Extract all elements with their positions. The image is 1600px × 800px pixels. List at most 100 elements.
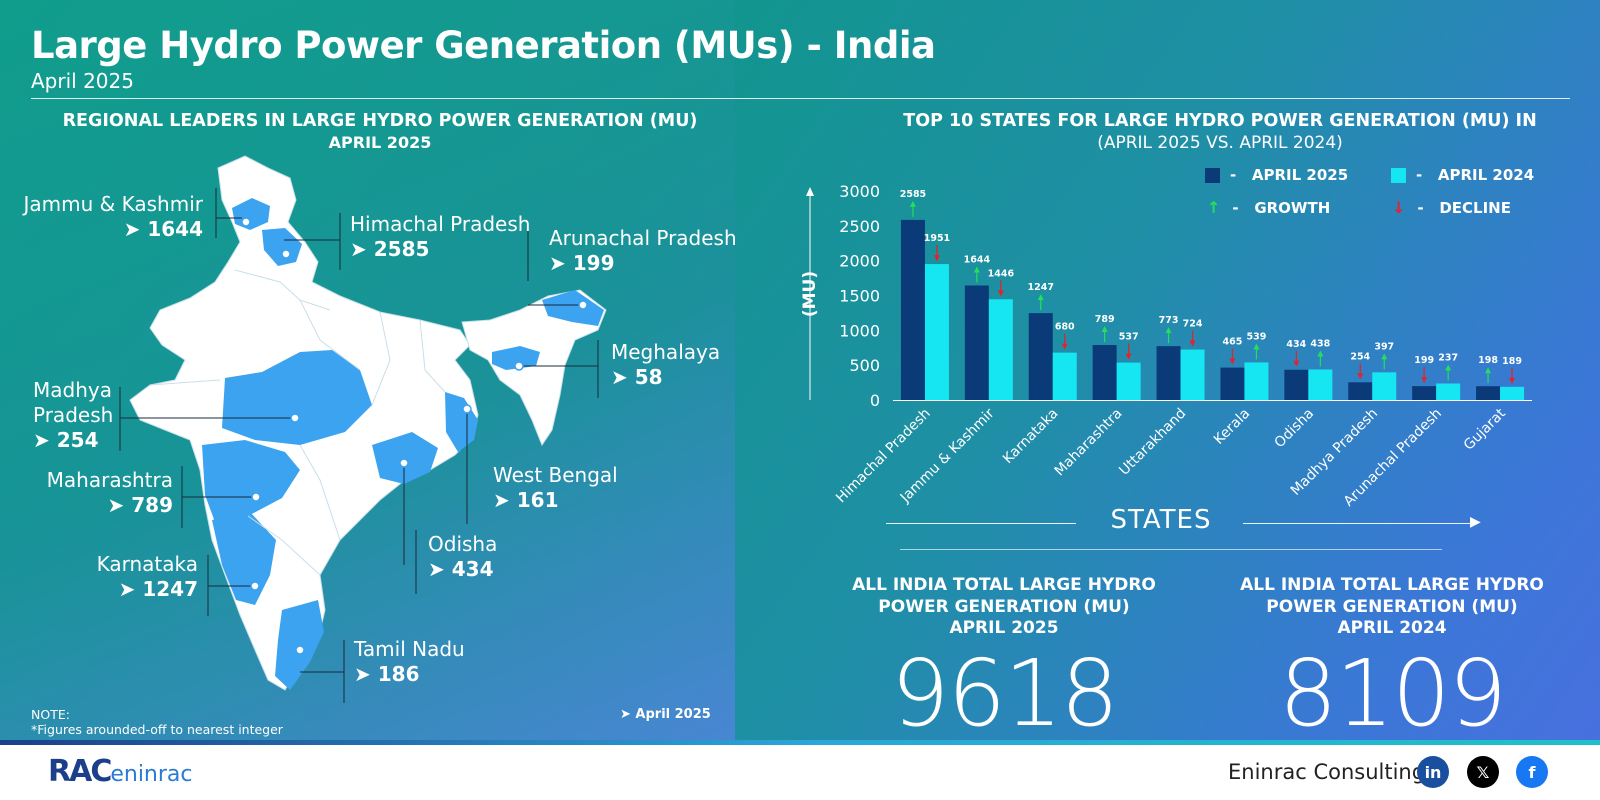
- states-line-left: [886, 523, 1076, 524]
- region-name: Karnataka: [96, 552, 198, 576]
- maharashtra-region: [202, 440, 300, 522]
- eninrac-logo: RACeninrac: [48, 754, 193, 789]
- bar-2025: [964, 285, 989, 400]
- bar-2024: [1052, 352, 1077, 400]
- legend-swatch-2024: [1391, 167, 1406, 183]
- legend-swatch-2025: [1205, 167, 1220, 183]
- region-value: ➤ 434: [428, 557, 494, 581]
- label-madhya-pradesh: Madhya Pradesh ➤ 254: [33, 378, 123, 453]
- data-label: 189: [1502, 356, 1522, 367]
- region-name: West Bengal: [493, 463, 618, 487]
- chart-panel-title: TOP 10 STATES FOR LARGE HYDRO POWER GENE…: [880, 110, 1560, 154]
- y-tick-label: 3000: [839, 182, 880, 201]
- facebook-icon[interactable]: f: [1516, 756, 1548, 788]
- linkedin-icon[interactable]: in: [1417, 756, 1449, 788]
- x-tick-label: Uttarakhand: [1116, 406, 1189, 479]
- chart-subtitle-line: (APRIL 2025 VS. APRIL 2024): [1097, 133, 1343, 153]
- arunachal-region: [542, 290, 604, 326]
- map-title-line: REGIONAL LEADERS IN LARGE HYDRO POWER GE…: [62, 111, 698, 131]
- growth-arrow-head: [973, 266, 980, 273]
- decline-arrow-head: [1509, 377, 1516, 384]
- data-label: 237: [1438, 352, 1458, 363]
- states-underline: [900, 549, 1442, 550]
- legend-april-2025: - APRIL 2025: [1205, 166, 1348, 184]
- data-label: 1951: [924, 233, 950, 244]
- data-label: 198: [1478, 355, 1498, 366]
- growth-arrow-head: [1253, 343, 1260, 350]
- data-label: 1446: [988, 268, 1015, 279]
- decline-arrow-head: [933, 255, 940, 262]
- footer: [0, 740, 1600, 800]
- data-label: 397: [1374, 341, 1394, 352]
- states-axis-label: STATES: [1110, 505, 1212, 535]
- total-2025-title: ALL INDIA TOTAL LARGE HYDRO POWER GENERA…: [852, 575, 1156, 638]
- legend-label-2025: APRIL 2025: [1251, 166, 1349, 184]
- y-tick-label: 2000: [839, 252, 880, 271]
- x-tick-label: Gujarat: [1461, 405, 1509, 453]
- bar-2025: [1092, 345, 1117, 400]
- region-name: Arunachal Pradesh: [549, 226, 737, 250]
- label-odisha: Odisha ➤ 434: [428, 532, 497, 582]
- label-tamil-nadu: Tamil Nadu ➤ 186: [354, 637, 465, 687]
- data-label: 724: [1183, 319, 1203, 330]
- growth-arrow-head: [1101, 326, 1108, 333]
- bar-2024: [1500, 386, 1525, 400]
- label-maharashtra: Maharashtra ➤ 789: [20, 468, 173, 518]
- data-label: 2585: [900, 189, 926, 200]
- x-tick-label: Karnataka: [1000, 406, 1062, 468]
- date-tag: ➤ April 2025: [620, 707, 711, 722]
- decline-arrow-head: [1229, 358, 1236, 365]
- tamilnadu-region: [275, 600, 324, 690]
- mp-region: [222, 350, 372, 445]
- label-west-bengal: West Bengal ➤ 161: [493, 463, 618, 513]
- y-tick-label: 1000: [839, 321, 880, 340]
- growth-arrow-head: [1445, 364, 1452, 371]
- total-2025-value: 9618: [890, 640, 1119, 747]
- label-jammu-kashmir: Jammu & Kashmir ➤ 1644: [20, 192, 203, 242]
- bar-2024: [1436, 383, 1461, 400]
- india-map: [119, 155, 607, 703]
- page-subtitle: April 2025: [31, 69, 134, 93]
- region-value: ➤ 161: [493, 488, 559, 512]
- total-2024-title: ALL INDIA TOTAL LARGE HYDRO POWER GENERA…: [1240, 575, 1544, 638]
- x-tick-label: Maharashtra: [1052, 406, 1126, 480]
- region-name: Madhya Pradesh: [33, 378, 114, 427]
- hp-region: [262, 228, 302, 266]
- growth-arrow-head: [1317, 350, 1324, 357]
- label-karnataka: Karnataka ➤ 1247: [20, 552, 198, 602]
- data-label: 537: [1119, 332, 1139, 343]
- bar-2025: [1284, 369, 1309, 400]
- karnataka-region: [212, 512, 276, 605]
- growth-arrow-head: [1165, 327, 1172, 334]
- legend-label-2024: APRIL 2024: [1437, 166, 1535, 184]
- growth-arrow-head: [1037, 294, 1044, 301]
- data-label: 789: [1095, 314, 1115, 325]
- data-label: 539: [1247, 331, 1267, 342]
- y-axis-label: (MU): [800, 271, 820, 317]
- meghalaya-region: [492, 346, 540, 370]
- data-label: 199: [1414, 355, 1434, 366]
- company-name: Eninrac Consulting: [1228, 760, 1426, 784]
- bar-2025: [1028, 313, 1053, 400]
- legend-decline: ↓ - DECLINE: [1392, 198, 1511, 217]
- region-name: Tamil Nadu: [354, 637, 465, 661]
- decline-arrow-head: [1189, 340, 1196, 347]
- note-text: *Figures arounded-off to nearest integer: [31, 722, 283, 737]
- odisha-region: [372, 432, 438, 484]
- decline-arrow-icon: ↓: [1392, 198, 1406, 217]
- region-value: ➤ 254: [33, 428, 99, 452]
- bar-2024: [1180, 349, 1205, 400]
- note-heading: NOTE:: [31, 707, 70, 722]
- region-value: ➤ 186: [354, 662, 420, 686]
- note: NOTE: *Figures arounded-off to nearest i…: [31, 707, 283, 737]
- region-value: ➤ 2585: [350, 237, 430, 261]
- states-arrow-icon: ▶: [1470, 514, 1481, 530]
- growth-arrow-head: [1381, 353, 1388, 360]
- y-tick-label: 0: [870, 391, 880, 410]
- region-name: Meghalaya: [611, 340, 721, 364]
- growth-arrow-icon: ↑: [1207, 198, 1221, 217]
- data-label: 465: [1223, 337, 1243, 348]
- region-value: ➤ 789: [107, 493, 173, 517]
- x-icon[interactable]: 𝕏: [1467, 756, 1499, 788]
